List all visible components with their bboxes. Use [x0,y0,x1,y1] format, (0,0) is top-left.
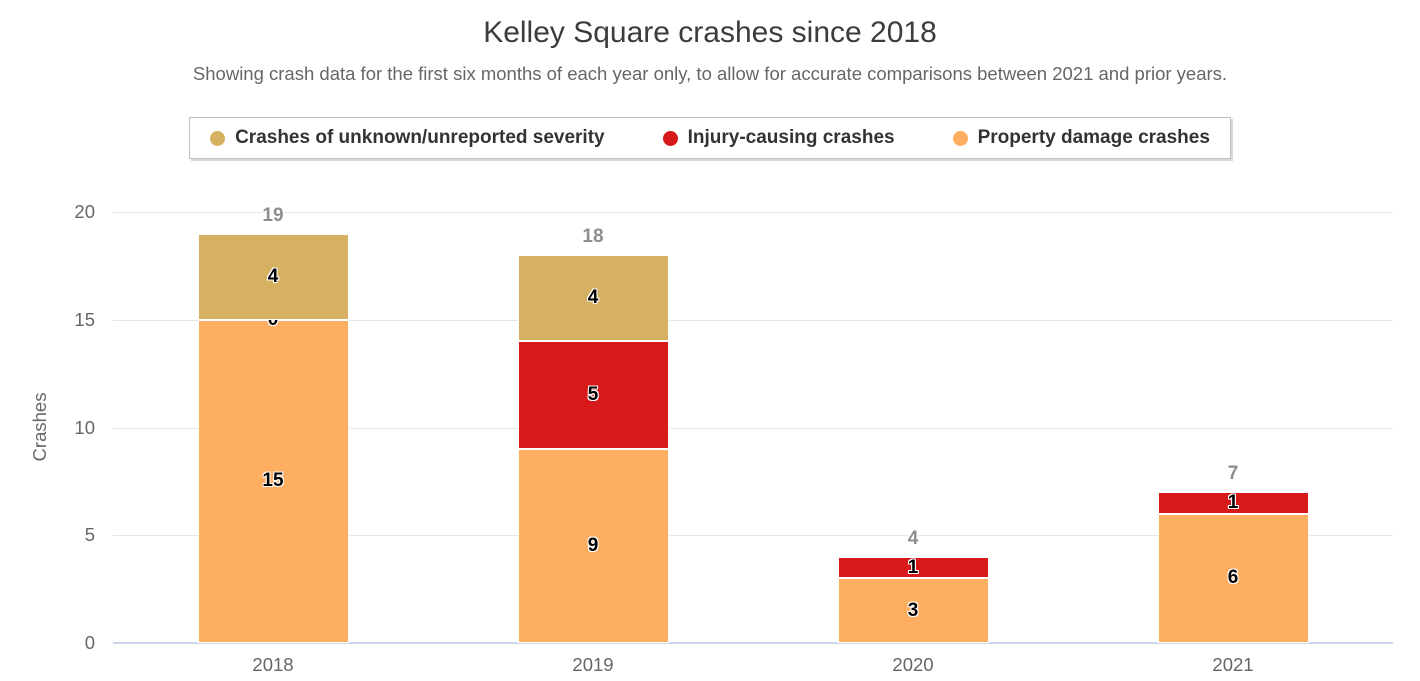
y-tick-label: 0 [84,632,95,653]
x-axis-line [113,642,1393,644]
stack-total-label: 19 [262,204,284,226]
segment-label: 6 [1227,567,1239,589]
legend-marker-icon [210,130,226,146]
legend-item-0[interactable]: Crashes of unknown/unreported severity [210,127,605,149]
legend-item-2[interactable]: Property damage crashes [952,127,1210,149]
x-tick-label: 2020 [892,654,934,675]
y-tick-label: 5 [84,524,95,546]
segment-label: 3 [907,599,919,621]
bar-segment-2021-1[interactable] [1157,492,1309,514]
legend: Crashes of unknown/unreported severity In… [0,117,1420,159]
gridline [113,535,1393,537]
y-tick-label: 20 [74,201,95,222]
stack-total-label: 4 [907,527,919,549]
segment-label: 1 [1227,491,1239,513]
bar-segment-2021-0[interactable] [1157,513,1309,643]
segment-label: 1 [907,556,919,578]
x-tick-label: 2018 [252,654,294,675]
bar-segment-2020-0[interactable] [837,578,989,643]
stack-total-label: 7 [1227,463,1239,485]
segment-label: 4 [267,265,279,287]
x-tick-label: 2021 [1212,654,1254,675]
segment-label: 9 [587,535,599,557]
bar-segment-2019-0[interactable] [517,449,669,643]
x-tick-label: 2019 [572,654,614,675]
segment-label: 4 [587,287,599,309]
bar-segment-2020-1[interactable] [837,556,989,579]
y-tick-label: 10 [74,416,95,438]
chart-title: Kelley Square crashes since 2018 [483,16,937,49]
gridline [113,427,1393,429]
bar-segment-2019-1[interactable] [517,341,669,450]
chart-subtitle: Showing crash data for the first six mon… [192,63,1228,84]
legend-marker-icon [952,130,968,146]
legend-marker-icon [662,130,678,146]
bar-segment-2018-0[interactable] [197,319,349,643]
bar-segment-2019-2[interactable] [517,255,669,342]
stack-total-label: 18 [582,226,604,248]
gridline [113,319,1393,321]
segment-label: 15 [262,470,284,492]
y-tick-label: 15 [74,308,95,330]
segment-label: 5 [587,384,599,406]
gridline [113,212,1393,213]
legend-item-label: Property damage crashes [977,127,1210,148]
legend-item-1[interactable]: Injury-causing crashes [662,127,895,149]
bar-segment-2018-2[interactable] [197,233,349,320]
legend-item-label: Injury-causing crashes [687,127,895,148]
legend-item-label: Crashes of unknown/unreported severity [235,127,605,148]
legend-box: Crashes of unknown/unreported severity In… [189,117,1231,159]
